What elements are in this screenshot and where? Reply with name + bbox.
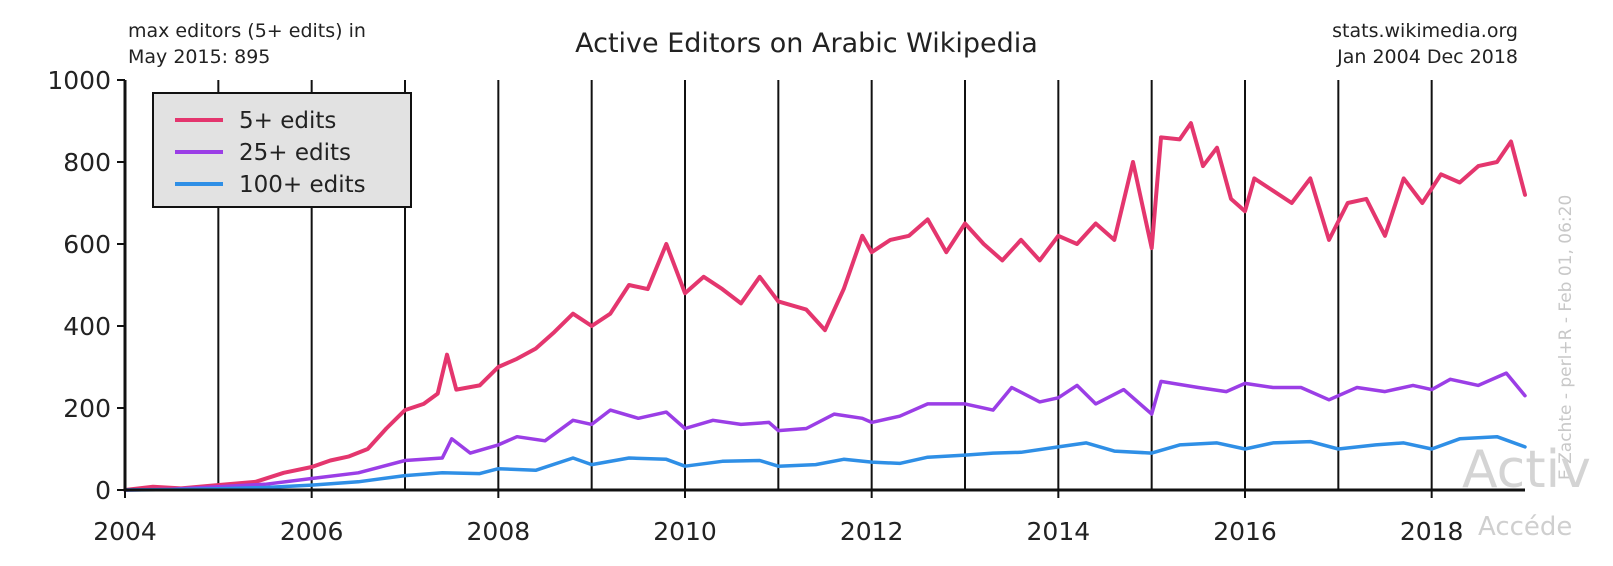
x-tick-label-2004: 2004 (93, 517, 157, 546)
activation-watermark-subtext: Accéde (1478, 512, 1573, 542)
max-editors-note-line1: max editors (5+ edits) in (128, 20, 366, 42)
activation-watermark: Activ (1462, 440, 1591, 500)
source-note: stats.wikimedia.org Jan 2004 Dec 2018 (1332, 18, 1518, 70)
source-note-line1: stats.wikimedia.org (1332, 20, 1518, 42)
y-tick-label-0: 0 (95, 476, 111, 505)
x-tick-label-2012: 2012 (840, 517, 904, 546)
side-credit: E Zachte - perl+R - Feb 01, 06:20 (1556, 194, 1576, 480)
series-line-3 (123, 434, 1527, 492)
x-tick-label-2014: 2014 (1027, 517, 1091, 546)
y-tick-label-800: 800 (63, 148, 111, 177)
x-tick-label-2008: 2008 (467, 517, 531, 546)
source-note-line2: Jan 2004 Dec 2018 (1337, 46, 1518, 68)
x-tick-label-2006: 2006 (280, 517, 344, 546)
x-tick-label-2016: 2016 (1213, 517, 1277, 546)
legend-label-3: 100+ edits (239, 172, 366, 198)
x-tick-label-2010: 2010 (653, 517, 717, 546)
legend-label-2: 25+ edits (239, 140, 351, 166)
max-editors-note-line2: May 2015: 895 (128, 46, 271, 68)
y-tick-label-400: 400 (63, 312, 111, 341)
legend-label-1: 5+ edits (239, 108, 336, 134)
y-tick-label-200: 200 (63, 394, 111, 423)
max-editors-note: max editors (5+ edits) in May 2015: 895 (128, 18, 366, 70)
series-line-1 (123, 121, 1527, 492)
y-tick-label-1000: 1000 (47, 66, 111, 95)
y-tick-label-600: 600 (63, 230, 111, 259)
series-line-2 (123, 371, 1527, 492)
chart-title: Active Editors on Arabic Wikipedia (575, 28, 1038, 59)
x-tick-label-2018: 2018 (1400, 517, 1464, 546)
